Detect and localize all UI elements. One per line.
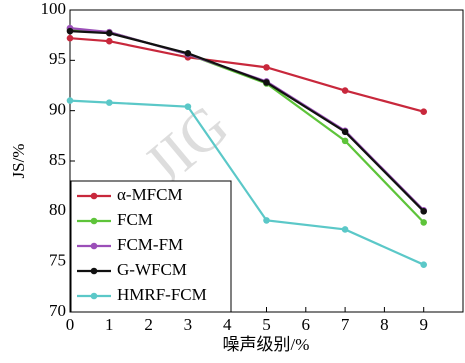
y-tick-label: 80 — [49, 200, 66, 219]
series-line — [69, 37, 424, 113]
data-point — [263, 217, 270, 224]
legend-label: FCM-FM — [117, 235, 183, 254]
data-point — [341, 137, 349, 145]
data-point — [420, 219, 428, 226]
y-tick-label: 75 — [49, 251, 66, 270]
x-tick-label: 5 — [262, 315, 271, 334]
legend-marker — [90, 217, 98, 225]
y-tick-label: 100 — [41, 0, 67, 18]
x-tick-label: 9 — [419, 315, 428, 334]
legend-label: FCM — [117, 210, 153, 229]
data-point — [106, 37, 113, 45]
data-point — [420, 108, 428, 115]
data-point — [420, 208, 428, 215]
y-axis-label: JS/% — [9, 144, 28, 179]
data-point — [66, 97, 74, 104]
data-point — [341, 128, 349, 136]
y-tick-label: 70 — [49, 301, 66, 320]
data-point — [66, 34, 74, 42]
data-point — [263, 64, 270, 71]
x-tick-label: 8 — [380, 315, 389, 334]
data-point — [184, 103, 192, 110]
x-tick-label: 7 — [341, 315, 350, 334]
legend-marker — [90, 267, 98, 275]
y-tick-label: 90 — [49, 100, 66, 119]
series-line — [69, 30, 425, 213]
data-point — [341, 87, 349, 94]
x-axis-label: 噪声级别/% — [223, 335, 310, 354]
data-point — [184, 49, 192, 57]
legend-label: α-MFCM — [117, 185, 183, 204]
data-point — [263, 79, 270, 86]
data-point — [106, 29, 113, 37]
x-tick-label: 1 — [105, 315, 114, 334]
data-point — [106, 99, 113, 106]
x-tick-label: 3 — [184, 315, 193, 334]
y-tick-label: 95 — [49, 49, 66, 68]
legend-label: HMRF-FCM — [117, 285, 207, 304]
x-tick-label: 2 — [144, 315, 153, 334]
legend-marker — [90, 242, 98, 250]
legend-marker — [90, 292, 98, 300]
x-tick-label: 0 — [66, 315, 75, 334]
data-point — [66, 27, 74, 35]
x-tick-label: 4 — [223, 315, 232, 334]
x-tick-label: 6 — [302, 315, 311, 334]
y-tick-label: 85 — [49, 150, 66, 169]
data-point — [420, 261, 428, 268]
series-line — [69, 99, 425, 266]
data-point — [341, 226, 349, 233]
legend-marker — [90, 192, 98, 200]
legend-label: G-WFCM — [117, 260, 187, 279]
